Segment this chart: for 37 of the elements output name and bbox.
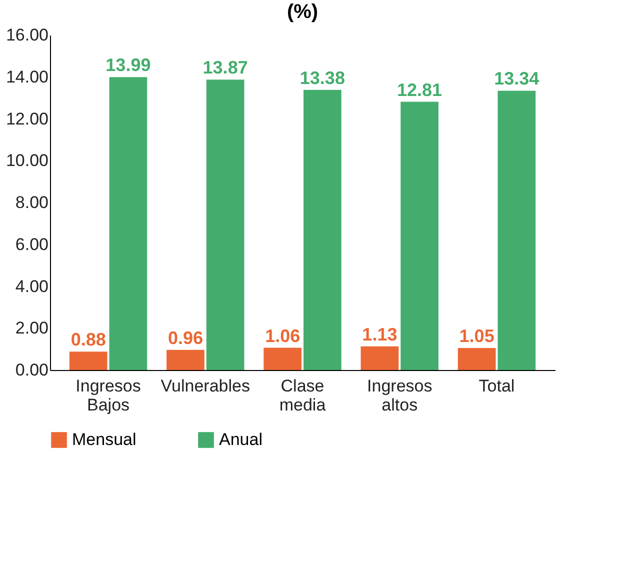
x-tick-label: Ingresos Bajos — [76, 376, 141, 414]
data-label: 13.34 — [494, 68, 540, 89]
y-tick-label: 2.00 — [15, 318, 48, 338]
y-tick-label: 14.00 — [6, 67, 48, 86]
data-label: 13.38 — [300, 68, 345, 88]
bar — [360, 346, 399, 370]
bar — [264, 348, 302, 370]
data-label: 1.05 — [459, 326, 494, 346]
bar — [166, 350, 204, 370]
y-tick-label: 0.00 — [15, 360, 48, 380]
data-label: 13.99 — [106, 55, 151, 76]
data-label: 0.96 — [168, 328, 203, 348]
x-tick-label: Vulnerables — [160, 376, 250, 396]
bar — [206, 80, 244, 370]
bar — [109, 77, 148, 370]
data-label: 12.81 — [397, 80, 442, 100]
x-tick-label: Total — [478, 376, 515, 396]
x-tick-label: Ingresos altos — [367, 376, 432, 414]
bar — [498, 90, 536, 370]
bar — [458, 348, 496, 370]
bar — [303, 90, 342, 370]
y-tick-label: 16.00 — [6, 26, 48, 44]
bar — [400, 102, 438, 370]
legend-label: Anual — [219, 430, 262, 449]
data-label: 1.06 — [265, 326, 300, 346]
x-tick-label: Clase media — [279, 376, 326, 414]
y-tick-label: 4.00 — [15, 276, 48, 296]
data-label: 0.88 — [70, 330, 106, 350]
y-tick-label: 8.00 — [15, 193, 48, 212]
data-label: 1.13 — [362, 324, 398, 344]
y-tick-label: 12.00 — [6, 109, 48, 128]
bar — [69, 352, 108, 370]
chart-title: (%) — [286, 1, 318, 23]
data-label: 13.87 — [202, 58, 248, 78]
legend-label: Mensual — [72, 430, 136, 449]
y-tick-label: 6.00 — [15, 234, 48, 254]
y-tick-label: 10.00 — [6, 151, 48, 170]
